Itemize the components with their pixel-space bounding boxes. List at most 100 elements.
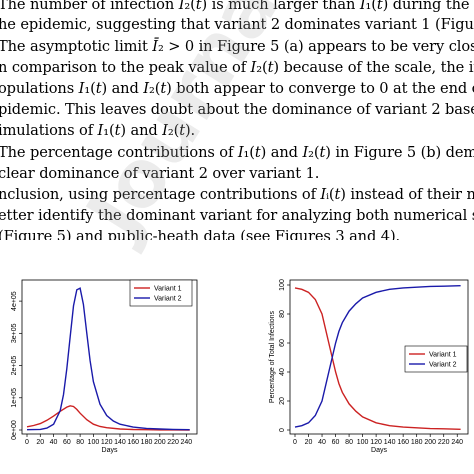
y-tick-label: 80 [279, 310, 286, 318]
y-tick-label: 0e+00 [11, 420, 18, 440]
math-symbol: Ī [152, 38, 158, 55]
math-symbol: I [237, 144, 244, 161]
x-tick-label: 80 [76, 439, 84, 446]
text-line: nclusion, using percentage contributions… [0, 186, 474, 204]
x-tick-label: 100 [357, 439, 369, 446]
math-symbol: t [254, 144, 261, 161]
text-line: he epidemic, suggesting that variant 2 d… [0, 16, 474, 34]
legend-label: Variant 2 [154, 296, 182, 303]
x-tick-label: 120 [101, 439, 113, 446]
y-tick-label: 100 [279, 279, 286, 291]
text-run: etter identify the dominant variant for … [0, 207, 474, 224]
text-run: n comparison to the peak value of [0, 59, 251, 76]
text-run: ₂ > 0 in Figure 5 (a) appears to be very… [157, 38, 474, 55]
chart-percentage: 0 20 40 60 80 100 120 140 160 180 200 220 240Days020… [269, 279, 469, 454]
x-axis-label: Days [371, 447, 387, 454]
math-symbol: t [267, 59, 274, 76]
text-run: ) and [120, 122, 163, 139]
x-tick-label: 140 [114, 439, 126, 446]
text-run: ₁( [84, 80, 96, 97]
math-symbol: I [302, 144, 309, 161]
plot-frame [21, 279, 198, 435]
text-run: ₁( [103, 122, 115, 139]
legend-box [404, 345, 468, 373]
chart-infections: 0 20 40 60 80 100 120 140 160 180 200 220 240 Days 0e+… [11, 279, 198, 454]
text-line: The number of infection I₂(t) is much la… [0, 0, 474, 14]
x-tick-label: 200 [424, 439, 436, 446]
series-line [26, 405, 190, 431]
x-tick-label: 60 [332, 439, 340, 446]
x-tick-label: 40 [50, 439, 58, 446]
x-tick-label: 140 [384, 439, 396, 446]
math-symbol: I [359, 0, 366, 13]
x-tick-label: 20 [305, 439, 313, 446]
text-run: ) instead of their numb [340, 186, 474, 203]
text-run: nclusion, using percentage contributions… [0, 186, 321, 203]
x-tick-label: 160 [397, 439, 409, 446]
x-tick-label: 80 [345, 439, 353, 446]
text-run: ₂( [148, 80, 161, 97]
x-tick-label: 0 [25, 439, 29, 446]
math-symbol: t [319, 144, 326, 161]
y-tick-label: 2e+05 [11, 356, 18, 376]
legend-label: Variant 2 [429, 362, 457, 369]
x-tick-label: 0 [293, 439, 297, 446]
y-axis-label: Percentage of Total Infections [269, 310, 276, 403]
y-tick-label: 3e+05 [11, 323, 18, 343]
text-run: ) both appear to converge to 0 at the en… [166, 80, 474, 97]
text-run: opulations [0, 80, 79, 97]
text-run: (Figure 5) and public-heath data (see Fi… [0, 228, 401, 240]
legend-label: Variant 1 [429, 352, 457, 359]
text-line: imulations of I₁(t) and I₂(t). [0, 122, 195, 140]
y-tick-label: 60 [279, 339, 286, 347]
x-axis-label: Days [102, 447, 118, 454]
x-tick-label: 220 [167, 439, 179, 446]
legend-box [129, 279, 193, 307]
x-tick-label: 20 [36, 439, 44, 446]
x-tick-label: 180 [141, 439, 153, 446]
text-run: ₁( [243, 144, 255, 161]
legend-label: Variant 1 [154, 286, 182, 293]
math-symbol: I [78, 80, 85, 97]
x-tick-label: 120 [370, 439, 382, 446]
x-tick-label: 240 [181, 439, 193, 446]
math-symbol: I [320, 186, 327, 203]
math-symbol: t [334, 186, 341, 203]
x-tick-label: 60 [63, 439, 71, 446]
text-run: clear dominance of variant 2 over varian… [0, 165, 320, 182]
x-tick-label: 40 [318, 439, 326, 446]
text-line: clear dominance of variant 2 over varian… [0, 165, 319, 183]
text-line: The percentage contributions of I₁(t) an… [0, 144, 474, 162]
y-tick-label: 4e+05 [11, 291, 18, 311]
text-run: imulations of [0, 122, 98, 139]
math-symbol: I [250, 59, 257, 76]
y-tick-label: 1e+05 [11, 388, 18, 408]
text-run: ) because of the scale, the infec [273, 59, 474, 76]
text-run: ₂( [167, 122, 180, 139]
text-line: etter identify the dominant variant for … [0, 207, 474, 225]
text-run: The percentage contributions of [0, 144, 238, 161]
x-tick-label: 160 [127, 439, 139, 446]
series-line [294, 287, 461, 430]
plot-frame [289, 279, 469, 435]
text-run: ₂( [184, 0, 196, 13]
text-run: ᵢ( [326, 186, 335, 203]
math-symbol: t [160, 80, 167, 97]
x-tick-label: 240 [451, 439, 463, 446]
text-run: ). [184, 122, 196, 139]
text-run: he epidemic, suggesting that variant 2 d… [0, 16, 474, 33]
x-tick-label: 100 [88, 439, 100, 446]
text-run: ) is much larger than [201, 0, 360, 13]
x-tick-label: 180 [411, 439, 423, 446]
math-symbol: t [195, 0, 202, 13]
text-run: The asymptotic limit [0, 38, 153, 55]
text-line: opulations I₁(t) and I₂(t) both appear t… [0, 80, 474, 98]
text-line: n comparison to the peak value of I₂(t) … [0, 59, 474, 77]
text-line: (Figure 5) and public-heath data (see Fi… [0, 228, 400, 240]
figure-5: 0 20 40 60 80 100 120 140 160 180 200 220 240Days0e+… [11, 279, 469, 454]
text-run: ₂( [256, 59, 268, 76]
math-symbol: t [95, 80, 102, 97]
text-run: ) in Figure 5 (b) demonst [325, 144, 474, 161]
math-symbol: t [376, 0, 383, 13]
x-tick-label: 200 [154, 439, 166, 446]
